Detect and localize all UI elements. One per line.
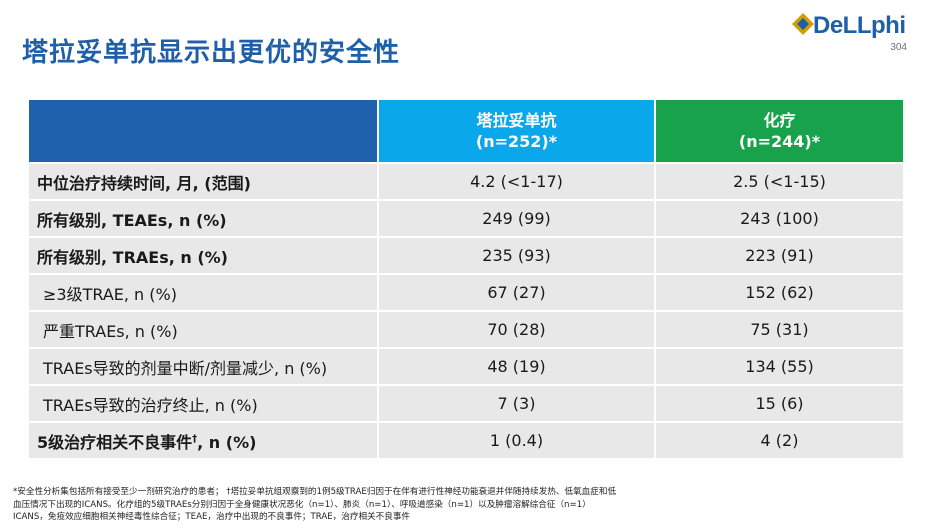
chemo-value: 4 (2) [654,421,903,458]
table-row: ≥3级TRAE, n (%) 67 (27) 152 (62) [29,273,903,311]
footnote: *安全性分析集包括所有接受至少一剂研究治疗的患者； †塔拉妥单抗组观察到的1例5… [13,486,733,524]
page-title: 塔拉妥单抗显示出更优的安全性 [22,38,401,68]
row-label: 严重TRAEs, n (%) [29,310,378,348]
chemo-value: 2.5 (<1-15) [654,162,903,200]
row-label: 中位治疗持续时间, 月, (范围) [29,162,378,200]
header-tarlatamab-n: (n=252)* [475,132,558,151]
chemo-value: 223 (91) [654,236,903,274]
row-label: ≥3级TRAE, n (%) [29,273,378,311]
table-row: 所有级别, TEAEs, n (%) 249 (99) 243 (100) [29,199,903,237]
row-label: TRAEs导致的治疗终止, n (%) [29,384,378,422]
safety-table: 塔拉妥单抗 (n=252)* 化疗 (n=244)* 中位治疗持续时间, 月, … [29,100,903,458]
table-row: 所有级别, TRAEs, n (%) 235 (93) 223 (91) [29,236,903,274]
header-chemo: 化疗 (n=244)* [654,100,903,163]
tarlatamab-value: 249 (99) [377,199,655,237]
row-label: 5级治疗相关不良事件†, n (%) [29,421,378,458]
table-row: 严重TRAEs, n (%) 70 (28) 75 (31) [29,310,903,348]
tarlatamab-value: 67 (27) [377,273,655,311]
table-row: 5级治疗相关不良事件†, n (%) 1 (0.4) 4 (2) [29,421,903,458]
tarlatamab-value: 1 (0.4) [377,421,655,458]
table-row: TRAEs导致的剂量中断/剂量减少, n (%) 48 (19) 134 (55… [29,347,903,385]
chemo-value: 15 (6) [654,384,903,422]
tarlatamab-value: 4.2 (<1-17) [377,162,655,200]
dagger-footnote-mark: † [192,433,198,445]
dellphi-logo: DeLLphi 304 [791,12,911,56]
row-label-tail: , n (%) [197,432,257,452]
header-empty-cell [29,100,378,163]
table-row: TRAEs导致的治疗终止, n (%) 7 (3) 15 (6) [29,384,903,422]
tarlatamab-value: 48 (19) [377,347,655,385]
table-header-row: 塔拉妥单抗 (n=252)* 化疗 (n=244)* [29,100,903,163]
chemo-value: 243 (100) [654,199,903,237]
footnote-line-1: *安全性分析集包括所有接受至少一剂研究治疗的患者； †塔拉妥单抗组观察到的1例5… [13,487,617,497]
chemo-value: 75 (31) [654,310,903,348]
footnote-line-3: ICANS，免疫效应细胞相关神经毒性综合征；TEAE，治疗中出现的不良事件；TR… [13,512,411,522]
safety-table-container: 塔拉妥单抗 (n=252)* 化疗 (n=244)* 中位治疗持续时间, 月, … [29,100,903,458]
header-chemo-n: (n=244)* [738,132,821,151]
footnote-line-2: 血压情况下出现的ICANS。化疗组的5级TRAEs分别归因于全身健康状况恶化（n… [13,499,591,510]
chemo-value: 152 (62) [654,273,903,311]
slide-number: 304 [890,42,907,53]
header-tarlatamab-name: 塔拉妥单抗 [476,111,557,130]
tarlatamab-value: 235 (93) [377,236,655,274]
row-label: 所有级别, TEAEs, n (%) [29,199,378,237]
row-label-main: 5级治疗相关不良事件 [37,432,193,452]
tarlatamab-value: 7 (3) [377,384,655,422]
row-label: TRAEs导致的剂量中断/剂量减少, n (%) [29,347,378,385]
header-chemo-name: 化疗 [763,111,796,130]
table-row: 中位治疗持续时间, 月, (范围) 4.2 (<1-17) 2.5 (<1-15… [29,162,903,200]
diamond-logo-icon [792,13,814,35]
chemo-value: 134 (55) [654,347,903,385]
row-label: 所有级别, TRAEs, n (%) [29,236,378,274]
logo-text: DeLLphi [813,12,906,39]
tarlatamab-value: 70 (28) [377,310,655,348]
header-tarlatamab: 塔拉妥单抗 (n=252)* [377,100,655,163]
